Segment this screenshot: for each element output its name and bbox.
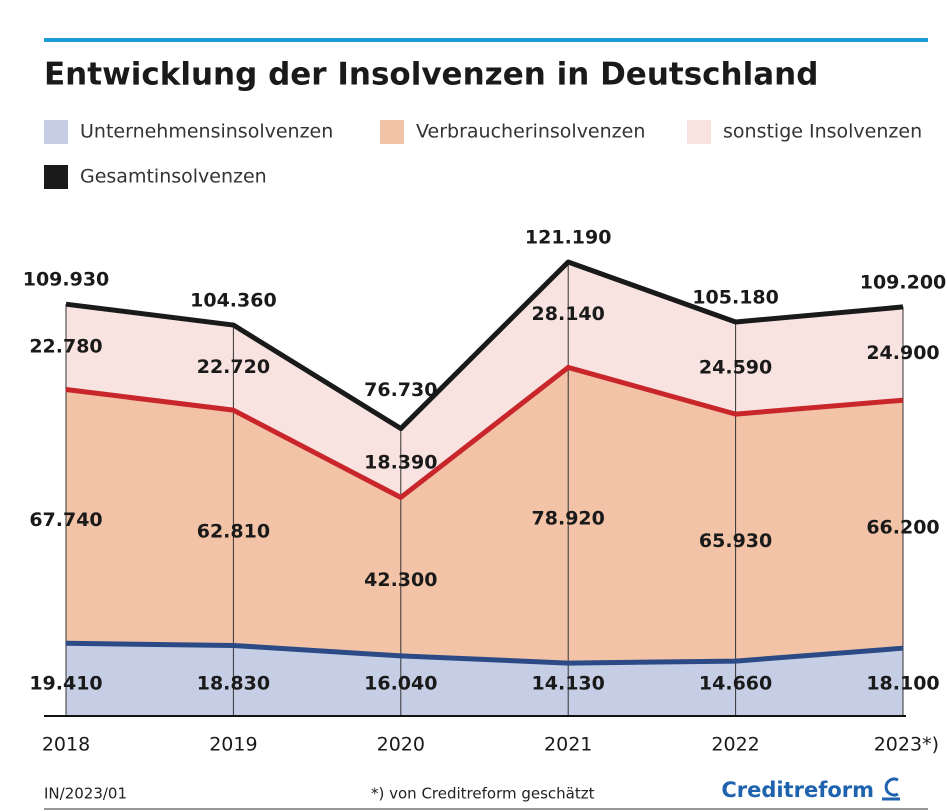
value-label: 104.360 [190, 290, 277, 312]
series-line [65, 640, 904, 666]
value-label: 76.730 [364, 379, 437, 401]
value-label: 62.810 [197, 520, 270, 542]
value-label: 109.930 [23, 269, 110, 291]
legend-swatch [44, 165, 68, 189]
legend-swatch [687, 120, 711, 144]
x-tick-label: 2021 [544, 734, 592, 756]
value-label: 78.920 [532, 508, 605, 530]
legend-label: Gesamtinsolvenzen [80, 166, 267, 188]
x-tick-label: 2018 [42, 734, 90, 756]
brand-icon [882, 777, 900, 801]
value-label: 18.390 [364, 452, 437, 474]
area [66, 262, 903, 498]
value-label: 109.200 [860, 271, 947, 293]
area [66, 643, 903, 716]
value-label: 42.300 [364, 569, 437, 591]
series-line [65, 364, 904, 500]
legend-label: Unternehmensinsolvenzen [80, 121, 333, 143]
x-tick-label: 2023*) [874, 734, 939, 756]
value-label: 18.830 [197, 673, 270, 695]
value-label: 24.900 [866, 342, 939, 364]
legend-label: sonstige Insolvenzen [723, 121, 922, 143]
footnote: *) von Creditreform geschätzt [371, 785, 595, 803]
value-label: 14.130 [532, 673, 605, 695]
legend-swatch [380, 120, 404, 144]
value-label: 67.740 [29, 509, 102, 531]
x-tick-label: 2020 [377, 734, 425, 756]
x-tick-label: 2022 [711, 734, 759, 756]
footer-code: IN/2023/01 [44, 785, 127, 803]
plot: 2018 2019 2020 2021 2022 2023*) 19.410 18.830 16… [23, 227, 947, 756]
brand: Creditreform [721, 778, 874, 802]
legend-label: Verbraucherinsolvenzen [416, 121, 645, 143]
legend-swatch [44, 120, 68, 144]
value-label: 65.930 [699, 530, 772, 552]
value-label: 22.780 [29, 335, 102, 357]
value-label: 16.040 [364, 673, 437, 695]
value-label: 121.190 [525, 227, 612, 249]
x-tick-label: 2019 [209, 734, 257, 756]
value-label: 105.180 [692, 286, 779, 308]
value-label: 24.590 [699, 357, 772, 379]
chart-title: Entwicklung der Insolvenzen in Deutschla… [44, 57, 818, 93]
total-line [65, 259, 904, 432]
value-label: 22.720 [197, 356, 270, 378]
value-label: 14.660 [699, 673, 772, 695]
value-label: 19.410 [29, 673, 102, 695]
value-label: 18.100 [866, 673, 939, 695]
area [66, 367, 903, 664]
value-label: 28.140 [532, 303, 605, 325]
value-label: 66.200 [866, 517, 939, 539]
